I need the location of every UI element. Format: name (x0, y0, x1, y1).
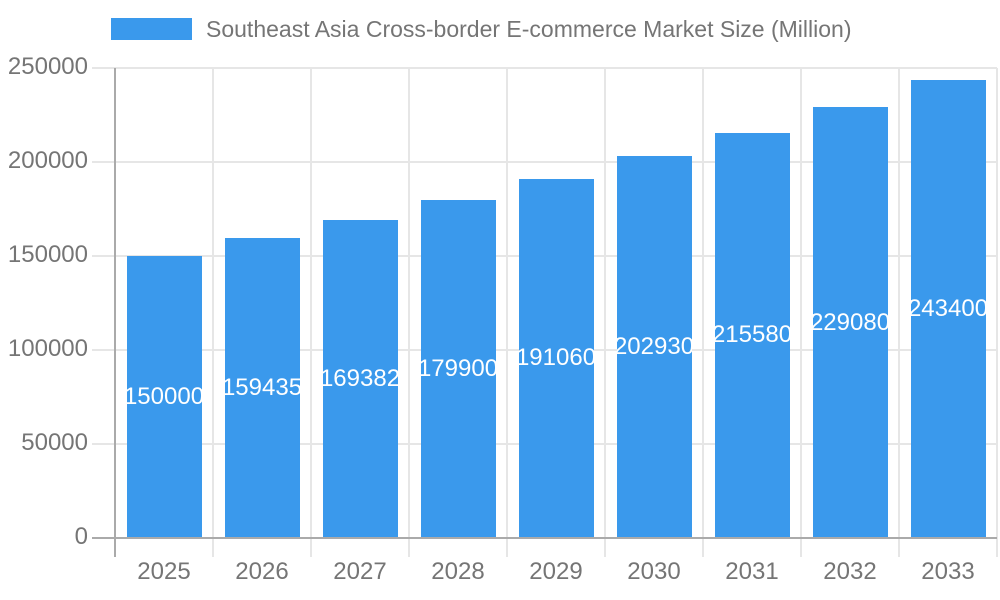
bar-value-label: 159435 (224, 374, 300, 402)
v-gridline (996, 68, 998, 557)
bar-value-label: 179900 (420, 354, 496, 382)
bar-value-label: 191060 (518, 344, 594, 372)
x-axis-label: 2030 (627, 558, 681, 585)
bar[interactable]: 179900 (420, 199, 496, 538)
v-gridline (506, 68, 508, 557)
bar[interactable]: 191060 (518, 178, 594, 538)
y-axis-label: 50000 (21, 429, 88, 456)
legend-item[interactable]: Southeast Asia Cross-border E-commerce M… (111, 12, 851, 46)
x-axis-label: 2031 (725, 558, 779, 585)
v-gridline (898, 68, 900, 557)
v-gridline (800, 68, 802, 557)
legend-swatch (111, 18, 192, 40)
bar-value-label: 229080 (812, 308, 888, 336)
x-axis-label: 2029 (529, 558, 583, 585)
bar-value-label: 202930 (616, 333, 692, 361)
legend-label: Southeast Asia Cross-border E-commerce M… (206, 15, 852, 42)
y-axis-label: 150000 (7, 241, 88, 268)
bar[interactable]: 243400 (910, 80, 986, 538)
x-axis-label: 2032 (823, 558, 877, 585)
x-axis-label: 2027 (333, 558, 387, 585)
x-axis-line (92, 537, 997, 539)
bar-value-label: 150000 (126, 383, 202, 410)
y-axis-label: 100000 (7, 335, 88, 362)
bar[interactable]: 159435 (224, 238, 300, 538)
bar[interactable]: 202930 (616, 156, 692, 538)
bar[interactable]: 215580 (714, 132, 790, 538)
x-axis-label: 2028 (431, 558, 485, 585)
v-gridline (702, 68, 704, 557)
x-axis-label: 2026 (235, 558, 289, 585)
v-gridline (212, 68, 214, 557)
v-gridline (604, 68, 606, 557)
bar-value-label: 243400 (910, 295, 986, 323)
bar[interactable]: 229080 (812, 107, 888, 538)
v-gridline (408, 68, 410, 557)
h-gridline (92, 161, 997, 163)
bar-value-label: 169382 (322, 364, 398, 392)
y-axis-label: 0 (74, 523, 88, 550)
x-axis-label: 2025 (137, 558, 191, 585)
x-axis-label: 2033 (921, 558, 975, 585)
bar[interactable]: 150000 (126, 256, 202, 538)
bar-value-label: 215580 (714, 321, 790, 349)
y-axis-label: 250000 (7, 53, 88, 80)
v-gridline (310, 68, 312, 557)
bar[interactable]: 169382 (322, 219, 398, 538)
y-axis-line (114, 68, 116, 557)
h-gridline (92, 67, 997, 69)
y-axis-label: 200000 (7, 147, 88, 174)
